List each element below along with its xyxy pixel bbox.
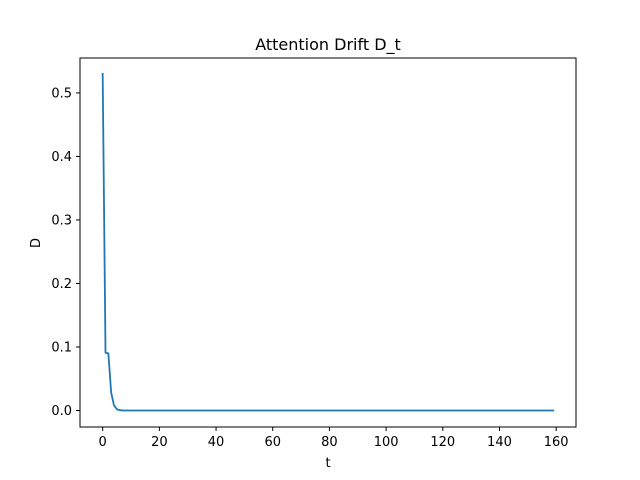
y-tick-label-5: 0.5	[51, 86, 72, 101]
chart-title: Attention Drift D_t	[255, 35, 401, 55]
x-tick-label-3: 60	[264, 435, 281, 450]
y-tick-label-0: 0.0	[51, 404, 72, 419]
x-tick-label-0: 0	[99, 435, 107, 450]
x-tick-label-5: 100	[374, 435, 399, 450]
x-tick-label-8: 160	[544, 435, 569, 450]
x-tick-label-6: 120	[430, 435, 455, 450]
y-tick-label-2: 0.2	[51, 277, 72, 292]
x-tick-label-7: 140	[487, 435, 512, 450]
x-tick-label-2: 40	[208, 435, 225, 450]
x-tick-label-1: 20	[151, 435, 168, 450]
axes-frame	[79, 57, 577, 428]
y-axis-label: D	[29, 238, 44, 248]
y-tick-label-3: 0.3	[51, 213, 72, 228]
x-tick-label-4: 80	[321, 435, 338, 450]
y-tick-label-1: 0.1	[51, 340, 72, 355]
y-tick-label-4: 0.4	[51, 150, 72, 165]
series-line-0	[101, 72, 555, 412]
plot-area: 0 20 40 60 80 100 120 140 160 0.0 0.1 0.2 0.3 0.4 0.5	[51, 57, 577, 450]
x-axis-label: t	[325, 456, 330, 471]
